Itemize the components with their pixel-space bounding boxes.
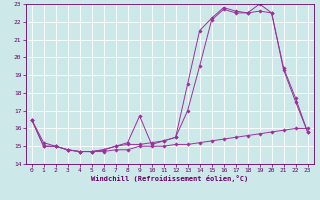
X-axis label: Windchill (Refroidissement éolien,°C): Windchill (Refroidissement éolien,°C) xyxy=(91,175,248,182)
